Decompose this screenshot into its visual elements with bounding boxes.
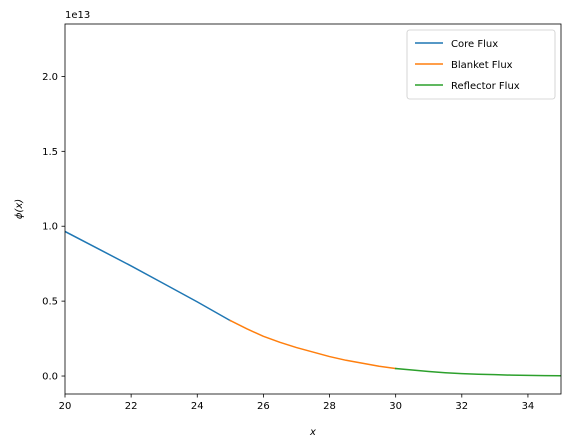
legend: Core Flux Blanket Flux Reflector Flux bbox=[406, 29, 556, 100]
y-axis-ticks: 0.0 0.5 1.0 1.5 2.0 bbox=[42, 72, 65, 383]
x-tick-label: 28 bbox=[323, 401, 336, 412]
legend-entry: Reflector Flux bbox=[451, 81, 520, 92]
legend-entry: Core Flux bbox=[451, 39, 498, 50]
y-axis-label: ϕ(x) bbox=[14, 199, 25, 219]
legend-entry: Blanket Flux bbox=[451, 60, 513, 71]
legend-box bbox=[406, 29, 556, 100]
x-tick-label: 34 bbox=[522, 401, 535, 412]
y-tick-label: 0.5 bbox=[42, 297, 58, 308]
series-lines bbox=[65, 230, 561, 377]
x-tick-label: 26 bbox=[257, 401, 270, 412]
plot-frame bbox=[64, 23, 562, 395]
y-tick-label: 0.0 bbox=[42, 372, 58, 383]
series-line-3 bbox=[394, 367, 561, 377]
x-tick-label: 32 bbox=[455, 401, 468, 412]
y-tick-label: 1.0 bbox=[42, 222, 58, 233]
x-tick-label: 30 bbox=[389, 401, 402, 412]
x-axis-label: x bbox=[309, 427, 316, 438]
x-tick-label: 22 bbox=[125, 401, 138, 412]
y-tick-label: 1.5 bbox=[42, 147, 58, 158]
y-offset-label: 1e13 bbox=[65, 10, 90, 21]
x-tick-label: 20 bbox=[59, 401, 72, 412]
x-tick-label: 24 bbox=[191, 401, 204, 412]
y-tick-label: 2.0 bbox=[42, 72, 58, 83]
series-line-1 bbox=[65, 230, 232, 322]
x-axis-ticks: 20 22 24 26 28 30 32 34 bbox=[59, 394, 535, 412]
series-line-2 bbox=[229, 319, 397, 370]
